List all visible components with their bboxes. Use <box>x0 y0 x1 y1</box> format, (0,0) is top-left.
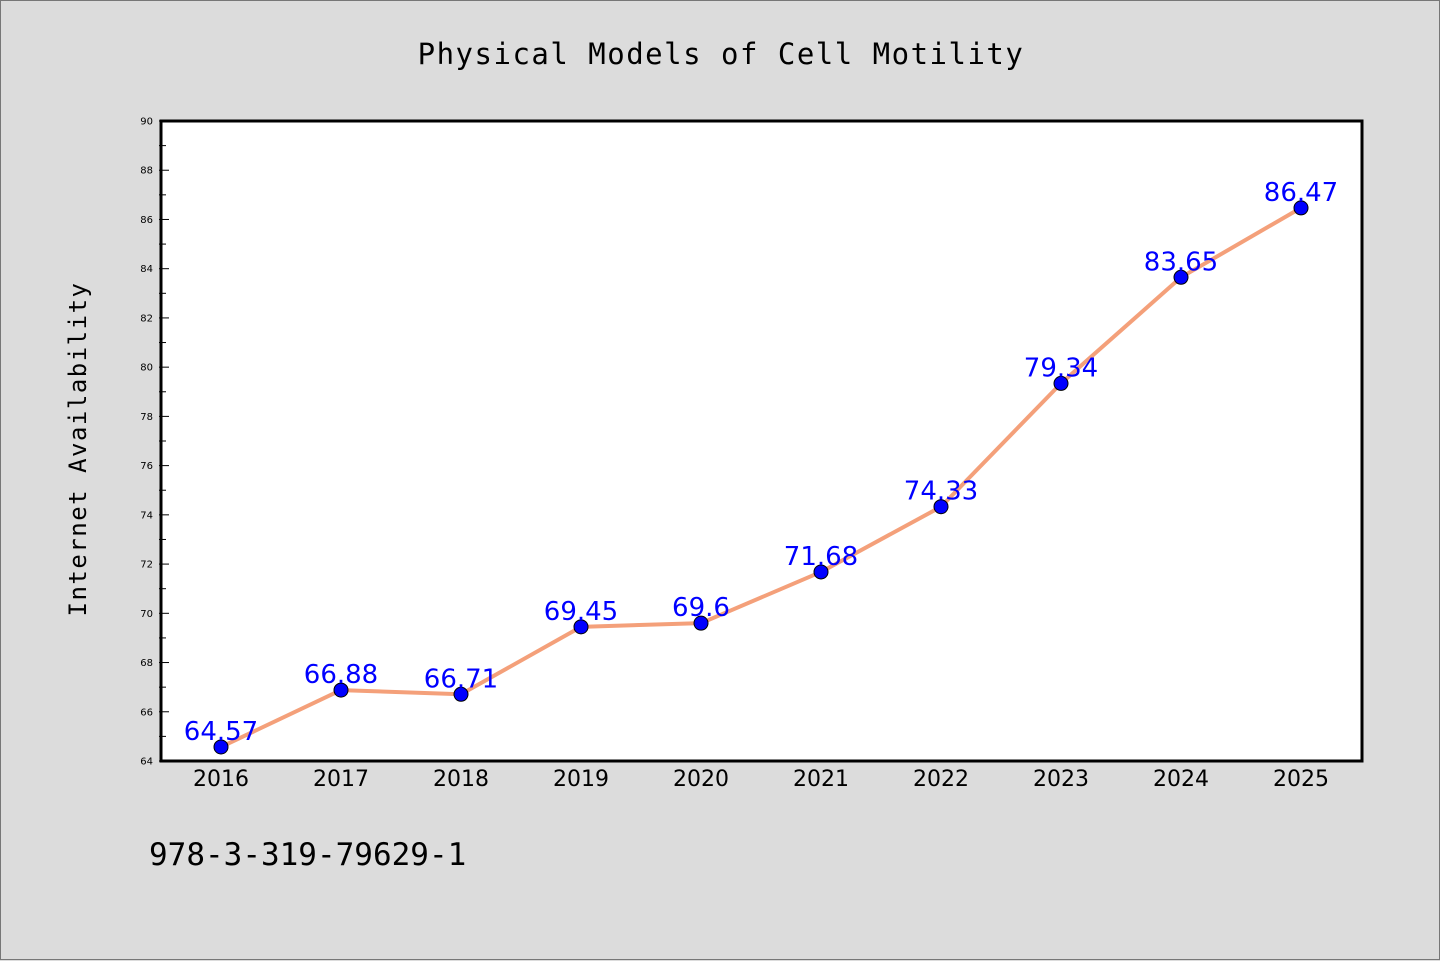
y-tick-label-70: 70 <box>140 609 153 620</box>
x-tick-label-2019: 2019 <box>553 767 609 792</box>
y-tick-label-78: 78 <box>140 412 153 423</box>
isbn-annotation: 978-3-319-79629-1 <box>149 837 466 873</box>
data-point-2020 <box>693 615 709 631</box>
x-tick-label-2018: 2018 <box>433 767 489 792</box>
data-point-2017 <box>333 682 349 698</box>
data-label-group: 64.57 66.88 66.71 69.45 69.6 71.68 74.33 79.34 8… <box>184 178 1338 747</box>
y-tick-label-66: 66 <box>140 707 153 718</box>
series-line-group <box>213 200 1309 755</box>
y-tick-label-76: 76 <box>140 461 153 472</box>
data-label-2017: 66.88 <box>304 660 378 690</box>
x-tick-label-2022: 2022 <box>913 767 969 792</box>
y-tick-label-84: 84 <box>140 264 153 275</box>
data-point-2016 <box>213 739 229 755</box>
x-tick-label-2020: 2020 <box>673 767 729 792</box>
x-axis: 2016 2017 2018 2019 2020 2021 2022 2023 2024 2025 <box>193 767 1329 792</box>
x-tick-label-2017: 2017 <box>313 767 369 792</box>
series-line-0 <box>219 205 1303 749</box>
data-point-2019 <box>573 619 589 635</box>
data-label-2016: 64.57 <box>184 717 258 747</box>
data-label-2025: 86.47 <box>1264 178 1338 208</box>
y-tick-label-64: 64 <box>140 757 153 768</box>
data-point-2022 <box>933 499 949 515</box>
data-label-2024: 83.65 <box>1144 247 1218 277</box>
data-label-2020: 69.6 <box>672 593 730 623</box>
x-tick-label-2025: 2025 <box>1273 767 1329 792</box>
data-label-2022: 74.33 <box>904 477 978 507</box>
data-label-2019: 69.45 <box>544 597 618 627</box>
chart-title: Physical Models of Cell Motility <box>418 37 1025 71</box>
data-point-2024 <box>1173 269 1189 285</box>
data-label-2018: 66.71 <box>424 664 498 694</box>
y-tick-label-74: 74 <box>140 510 153 521</box>
data-label-2021: 71.68 <box>784 542 858 572</box>
y-tick-label-82: 82 <box>140 313 153 324</box>
y-tick-label-88: 88 <box>140 166 153 177</box>
y-tick-label-90: 90 <box>140 117 153 128</box>
y-axis-label: Internet Availability <box>64 282 92 617</box>
x-tick-label-2016: 2016 <box>193 767 249 792</box>
y-tick-label-72: 72 <box>140 560 153 571</box>
x-tick-label-2021: 2021 <box>793 767 849 792</box>
data-point-2025 <box>1293 200 1309 216</box>
x-tick-label-2024: 2024 <box>1153 767 1209 792</box>
y-tick-label-68: 68 <box>140 658 153 669</box>
data-point-2021 <box>813 564 829 580</box>
data-point-2023 <box>1053 375 1069 391</box>
data-label-2023: 79.34 <box>1024 353 1098 383</box>
y-tick-label-80: 80 <box>140 363 153 374</box>
x-tick-label-2023: 2023 <box>1033 767 1089 792</box>
plot-area <box>159 119 1364 763</box>
data-point-2018 <box>453 686 469 702</box>
y-axis: 64 66 68 70 72 74 76 78 80 82 84 86 88 90 <box>140 117 169 768</box>
y-tick-label-86: 86 <box>140 215 153 226</box>
